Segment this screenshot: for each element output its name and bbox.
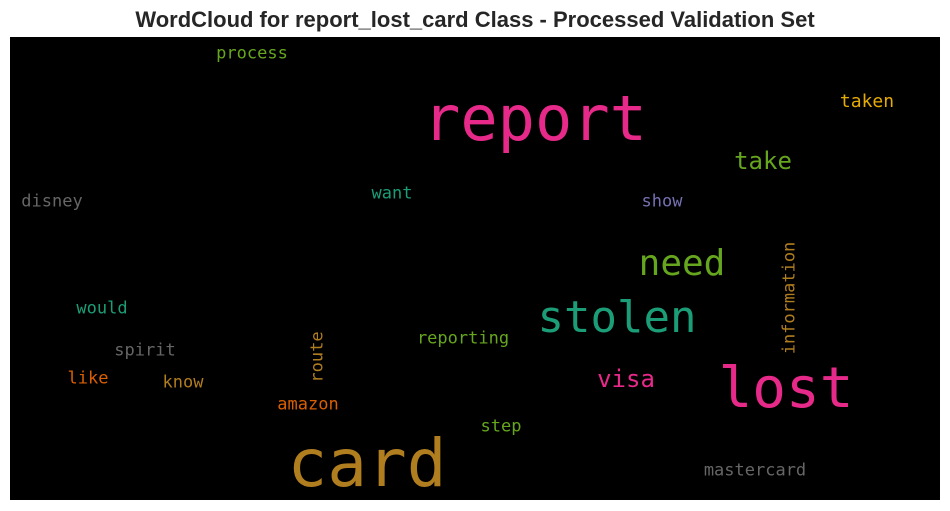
word-take: take <box>734 147 792 175</box>
word-information: information <box>779 241 800 355</box>
word-want: want <box>371 183 413 204</box>
word-disney: disney <box>21 191 83 212</box>
word-would: would <box>76 298 128 319</box>
word-stolen: stolen <box>537 292 697 343</box>
word-show: show <box>641 191 683 212</box>
wordcloud-canvas: report card lost stolen need visa take t… <box>10 37 940 500</box>
word-step: step <box>480 416 522 437</box>
word-card: card <box>287 425 447 500</box>
word-amazon: amazon <box>277 394 339 415</box>
word-mastercard: mastercard <box>703 460 807 481</box>
word-like: like <box>67 368 109 389</box>
word-need: need <box>638 243 726 284</box>
word-taken: taken <box>839 91 895 112</box>
word-lost: lost <box>718 356 854 421</box>
word-know: know <box>162 372 204 393</box>
word-spirit: spirit <box>114 340 176 361</box>
figure-title: WordCloud for report_lost_card Class - P… <box>135 7 815 32</box>
word-process: process <box>216 43 288 64</box>
word-report: report <box>423 82 647 155</box>
word-route: route <box>307 331 328 383</box>
word-visa: visa <box>597 365 655 393</box>
word-reporting: reporting <box>416 328 510 349</box>
